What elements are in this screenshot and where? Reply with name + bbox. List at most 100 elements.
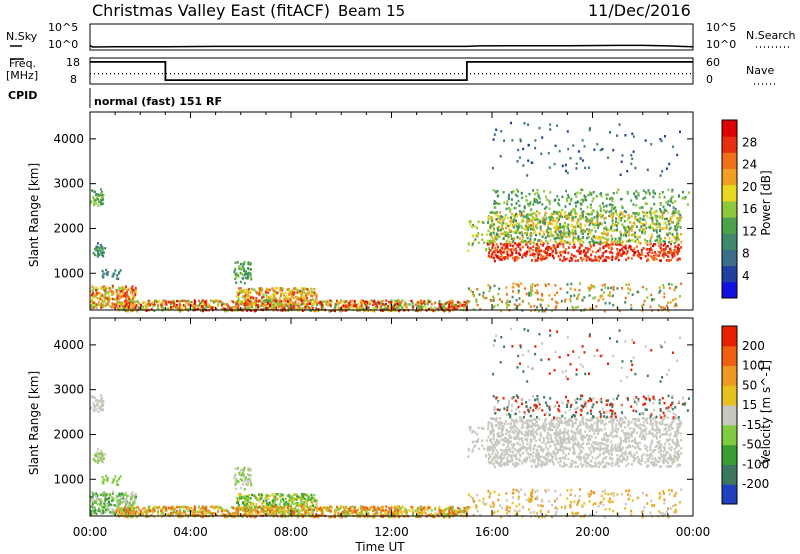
colorbar-segment (722, 184, 737, 202)
echo-cell (111, 286, 114, 289)
echo-cell (179, 516, 182, 519)
echo-cell (646, 168, 649, 172)
echo-cell (479, 307, 482, 311)
echo-cell (344, 300, 347, 304)
echo-cell (285, 503, 288, 506)
echo-cell (583, 198, 586, 201)
echo-cell (451, 299, 454, 303)
echo-cell (586, 217, 589, 221)
echo-cell (157, 308, 160, 311)
echo-cell (681, 197, 684, 200)
echo-cell (551, 309, 553, 313)
echo-cell (240, 300, 243, 303)
echo-cell (680, 216, 683, 219)
echo-cell (239, 496, 242, 499)
echo-cell (117, 302, 120, 306)
echo-cell (119, 475, 122, 478)
echo-cell (536, 201, 539, 205)
echo-cell (428, 506, 430, 510)
echo-cell (663, 208, 666, 211)
echo-cell (618, 217, 621, 220)
echo-cell (534, 284, 537, 287)
echo-cell (411, 307, 414, 310)
echo-cell (559, 240, 562, 243)
echo-cell (581, 215, 584, 218)
echo-cell (568, 241, 571, 244)
echo-cell (529, 240, 532, 244)
echo-cell (262, 293, 265, 297)
echo-cell (542, 216, 545, 219)
echo-cell (239, 495, 242, 498)
echo-cell (574, 215, 577, 219)
echo-cell (234, 268, 237, 272)
echo-cell (95, 247, 98, 250)
echo-cell (654, 223, 657, 226)
echo-cell (190, 510, 193, 513)
echo-cell (671, 145, 674, 148)
echo-cell (358, 309, 361, 313)
echo-cell (180, 306, 183, 309)
echo-cell (91, 495, 94, 498)
echo-cell (669, 219, 672, 222)
echo-cell (624, 247, 627, 250)
echo-cell (267, 301, 270, 305)
echo-cell (133, 304, 135, 307)
echo-cell (444, 309, 447, 313)
echo-cell (308, 306, 311, 310)
echo-cell (449, 301, 452, 304)
echo-cell (118, 304, 121, 308)
echo-cell (587, 212, 590, 216)
echo-cell (483, 296, 486, 300)
echo-cell (104, 453, 107, 456)
echo-cell (209, 505, 212, 508)
echo-cell (607, 246, 610, 250)
echo-cell (164, 303, 167, 306)
echo-cell (327, 300, 330, 304)
echo-cell (241, 507, 244, 511)
colorbar-segment (722, 249, 737, 267)
echo-cell (132, 289, 135, 292)
echo-cell (680, 282, 683, 285)
echo-cell (237, 295, 240, 299)
echo-cell (249, 468, 252, 471)
echo-cell (95, 245, 98, 248)
echo-cell (633, 253, 636, 256)
echo-cell (610, 246, 613, 249)
echo-cell (558, 203, 561, 207)
echo-cell (280, 292, 283, 296)
echo-cell (551, 298, 554, 301)
echo-cell (369, 300, 372, 303)
echo-cell (382, 309, 384, 313)
echo-cell (320, 513, 323, 516)
echo-cell (178, 303, 181, 306)
echo-cell (608, 243, 611, 247)
echo-cell (284, 291, 287, 295)
echo-cell (238, 300, 241, 304)
echo-cell (679, 130, 681, 133)
echo-cell (305, 299, 308, 302)
echo-cell (552, 216, 555, 220)
echo-cell (536, 249, 539, 252)
echo-cell (538, 212, 541, 215)
echo-cell (627, 225, 630, 228)
echo-cell (104, 304, 107, 307)
echo-cell (99, 297, 101, 300)
echo-cell (176, 305, 179, 309)
echo-cell (501, 223, 504, 226)
echo-cell (571, 240, 574, 243)
echo-cell (611, 294, 614, 298)
colorbar-segment (722, 233, 737, 250)
echo-cell (589, 203, 592, 206)
echo-cell (650, 236, 653, 240)
echo-cell (527, 123, 530, 126)
echo-cell (512, 220, 515, 224)
echo-cell (574, 232, 577, 235)
echo-cell (283, 306, 286, 310)
echo-cell (106, 292, 109, 295)
echo-cell (534, 230, 536, 233)
echo-cell (628, 244, 631, 248)
echo-cell (627, 239, 630, 243)
echo-cell (611, 197, 614, 200)
echo-cell (490, 235, 493, 239)
echo-cell (595, 195, 598, 198)
